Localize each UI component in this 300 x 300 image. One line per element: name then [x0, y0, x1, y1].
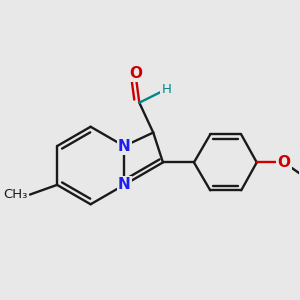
Text: N: N	[118, 139, 130, 154]
Text: CH₃: CH₃	[4, 188, 28, 201]
Text: N: N	[118, 177, 130, 192]
Text: O: O	[129, 66, 142, 81]
Text: H: H	[161, 82, 171, 96]
Text: O: O	[278, 155, 290, 170]
